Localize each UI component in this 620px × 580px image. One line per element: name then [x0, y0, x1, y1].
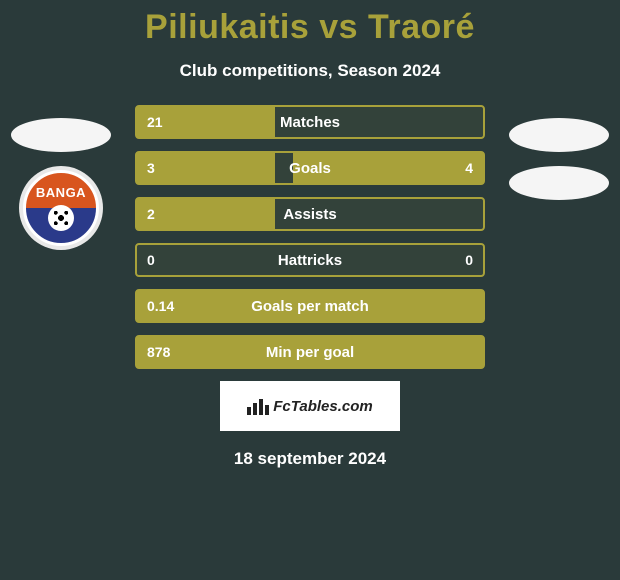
right-club-badge	[509, 166, 609, 200]
stat-value-right: 4	[465, 160, 473, 176]
right-competition-badge	[509, 118, 609, 152]
stats-table: 21 Matches 3 Goals 4 2 Assists 0 Hattric…	[135, 105, 485, 369]
stat-label: Hattricks	[278, 252, 342, 269]
fctables-brand[interactable]: FcTables.com	[220, 381, 400, 431]
stat-fill-left	[137, 199, 275, 229]
stat-fill-left	[137, 153, 275, 183]
soccer-ball-icon	[48, 205, 74, 231]
stat-value-left: 3	[147, 160, 155, 176]
left-player-badges: BANGA	[6, 118, 116, 250]
stat-label: Matches	[280, 114, 340, 131]
stat-row: 21 Matches	[135, 105, 485, 139]
date-label: 18 september 2024	[0, 449, 620, 469]
stat-row: 3 Goals 4	[135, 151, 485, 185]
stat-row: 0 Hattricks 0	[135, 243, 485, 277]
page-title: Piliukaitis vs Traoré	[0, 8, 620, 47]
stat-value-left: 0.14	[147, 298, 174, 314]
stat-value-left: 21	[147, 114, 163, 130]
banga-logo-text: BANGA	[26, 185, 96, 200]
left-competition-badge	[11, 118, 111, 152]
banga-logo: BANGA	[23, 170, 99, 246]
stat-value-right: 0	[465, 252, 473, 268]
stat-label: Assists	[283, 206, 336, 223]
stat-label: Goals	[289, 160, 331, 177]
stat-row: 0.14 Goals per match	[135, 289, 485, 323]
stat-label: Min per goal	[266, 344, 354, 361]
fctables-text: FcTables.com	[273, 398, 372, 415]
stat-row: 878 Min per goal	[135, 335, 485, 369]
stat-label: Goals per match	[251, 298, 369, 315]
stat-value-left: 2	[147, 206, 155, 222]
subtitle: Club competitions, Season 2024	[0, 61, 620, 81]
stat-value-left: 0	[147, 252, 155, 268]
comparison-card: Piliukaitis vs Traoré Club competitions,…	[0, 0, 620, 580]
bar-chart-icon	[247, 397, 269, 415]
right-player-badges	[504, 118, 614, 214]
left-club-badge: BANGA	[19, 166, 103, 250]
stat-value-left: 878	[147, 344, 170, 360]
stat-row: 2 Assists	[135, 197, 485, 231]
